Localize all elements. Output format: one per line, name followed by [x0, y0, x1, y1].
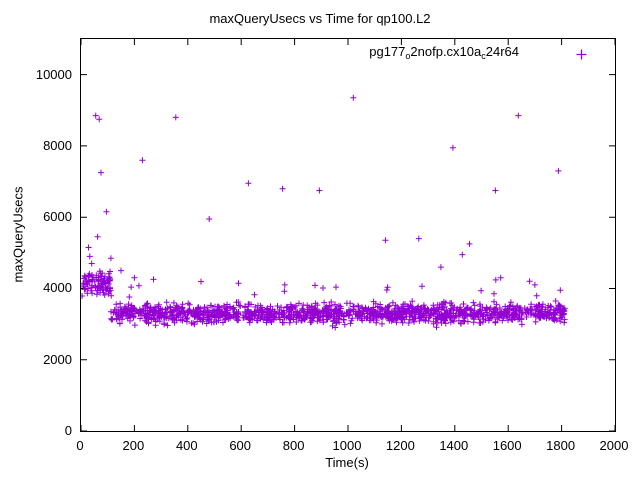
legend: pg177o2nofp.cx10ac24r64: [369, 45, 588, 63]
x-tick-label: 1000: [332, 438, 362, 453]
chart-title: maxQueryUsecs vs Time for qp100.L2: [209, 11, 431, 26]
legend-plus-marker-icon: [576, 49, 587, 59]
legend-label-part: pg177: [369, 44, 406, 59]
plot-canvas: [81, 39, 615, 431]
y-tick-label: 8000: [43, 137, 72, 153]
x-tick-label: 1800: [546, 438, 576, 453]
legend-label-part: 24r64: [485, 44, 519, 59]
tick-marks: [81, 39, 615, 431]
y-tick-label: 10000: [35, 66, 72, 82]
x-tick-label: 200: [122, 438, 145, 453]
legend-label-part: 2nofp.cx10a: [410, 44, 482, 59]
x-tick-label: 0: [76, 438, 84, 453]
legend-label-subscript: c: [481, 51, 486, 61]
plot-area: [80, 38, 616, 432]
y-tick-label: 6000: [43, 209, 72, 225]
x-tick-label: 1400: [439, 438, 469, 453]
x-tick-label: 1600: [492, 438, 522, 453]
y-tick-label: 2000: [43, 351, 72, 367]
legend-label-subscript: o: [405, 51, 411, 61]
y-tick-label: 4000: [43, 280, 72, 296]
legend-label: pg177o2nofp.cx10ac24r64: [369, 45, 519, 63]
y-tick-label: 0: [64, 423, 72, 438]
x-tick-label: 600: [229, 438, 252, 453]
x-axis-label: Time(s): [325, 455, 369, 470]
x-tick-label: 400: [175, 438, 198, 453]
x-tick-label: 2000: [599, 438, 629, 453]
x-tick-label: 1200: [385, 438, 415, 453]
x-tick-label: 800: [282, 438, 305, 453]
scatter-points: [81, 94, 568, 331]
